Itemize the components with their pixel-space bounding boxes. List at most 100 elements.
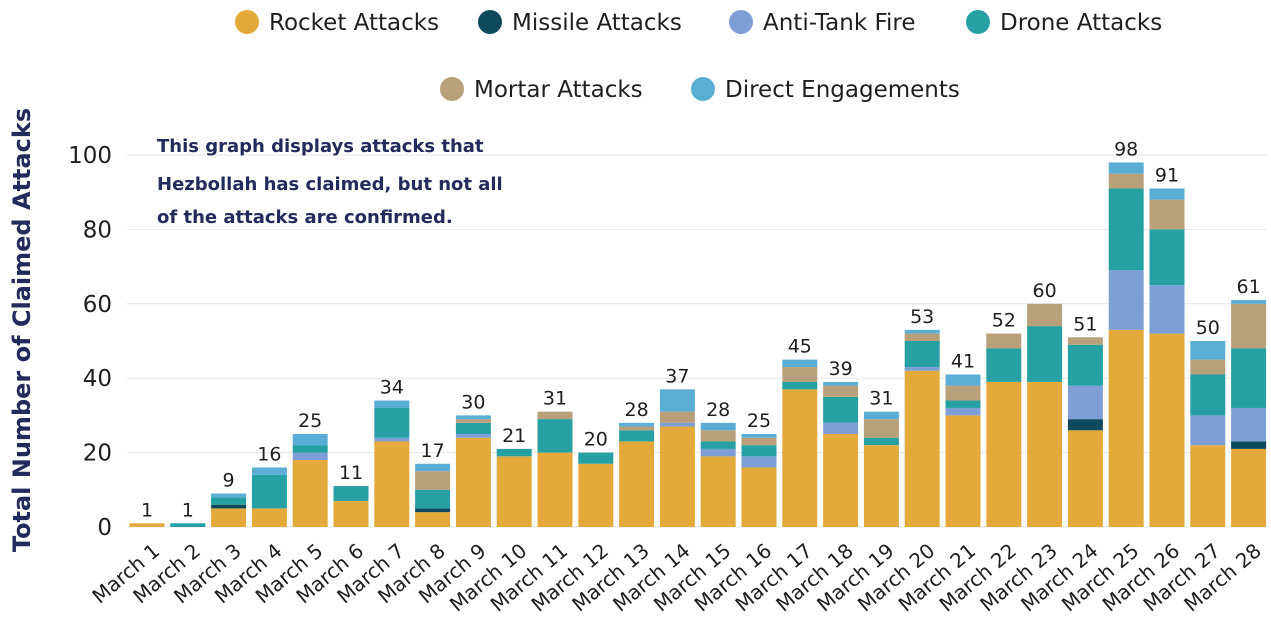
y-tick-label: 100 [68,143,112,169]
bar-segment-drone-attacks [170,523,205,527]
bar-segment-direct-engagements [211,494,246,498]
bar-segment-drone-attacks [374,408,409,438]
bar-segment-drone-attacks [334,486,369,501]
bar-segment-rocket-attacks [742,467,777,527]
legend-swatch [478,10,502,34]
legend-label: Direct Engagements [725,77,960,103]
total-label: 31 [543,388,567,410]
legend-label: Missile Attacks [512,10,682,36]
bar-segment-rocket-attacks [619,441,654,527]
bar-segment-rocket-attacks [1027,382,1062,527]
bar-segment-drone-attacks [578,453,613,464]
bar-segment-rocket-attacks [252,508,287,527]
bar-segment-anti-tank-fire [905,367,940,371]
total-label: 9 [223,470,235,492]
bar-segment-anti-tank-fire [1068,386,1103,419]
chart-note: This graph displays attacks that Hezboll… [157,136,503,228]
total-label: 1 [182,499,194,521]
bar-segment-anti-tank-fire [660,423,695,427]
y-tick-label: 0 [97,515,112,541]
bar-segment-drone-attacks [701,441,736,448]
total-label: 16 [257,443,281,465]
bar-segment-mortar-attacks [660,412,695,423]
bar-segment-direct-engagements [905,330,940,334]
bar-segment-rocket-attacks [1231,449,1266,527]
bar-segment-direct-engagements [1150,188,1185,199]
total-label: 53 [910,306,934,328]
total-label: 25 [298,410,322,432]
legend-item-drone-attacks: Drone Attacks [966,10,1162,36]
bar-segment-rocket-attacks [1068,430,1103,527]
legend-item-rocket-attacks: Rocket Attacks [235,10,439,36]
legend-item-mortar-attacks: Mortar Attacks [440,77,643,103]
legend-label: Mortar Attacks [474,77,643,103]
total-label: 28 [625,399,649,421]
bar-segment-missile-attacks [211,505,246,509]
bar-segment-drone-attacks [415,490,450,509]
bar-segment-missile-attacks [1231,441,1266,448]
bar-segment-anti-tank-fire [1150,285,1185,333]
bar-segment-drone-attacks [456,423,491,434]
bar-segment-mortar-attacks [782,367,817,382]
total-label: 60 [1033,280,1057,302]
bar-segment-rocket-attacks [660,427,695,527]
legend-swatch [235,10,259,34]
bar-segment-drone-attacks [293,445,328,452]
bar-segment-drone-attacks [1027,326,1062,382]
total-label: 28 [706,399,730,421]
legend-label: Anti-Tank Fire [763,10,916,36]
bar-segment-anti-tank-fire [293,453,328,460]
bar-segment-anti-tank-fire [1109,270,1144,330]
bar-segment-rocket-attacks [293,460,328,527]
bar-segment-anti-tank-fire [823,423,858,434]
bar-segment-rocket-attacks [782,389,817,527]
bar-segment-mortar-attacks [1231,304,1266,349]
legend-swatch [966,10,990,34]
bar-segment-drone-attacks [1231,348,1266,408]
bar-segment-direct-engagements [1231,300,1266,304]
bar-segment-mortar-attacks [1027,304,1062,326]
y-tick-label: 80 [83,217,112,243]
bar-segment-drone-attacks [1109,188,1144,270]
bar-segment-rocket-attacks [538,453,573,527]
bar-segment-missile-attacks [415,508,450,512]
bar-segment-rocket-attacks [578,464,613,527]
total-label: 39 [829,358,853,380]
bar-segment-rocket-attacks [456,438,491,527]
bar-segment-direct-engagements [374,401,409,408]
total-label: 50 [1196,317,1220,339]
bar-segment-mortar-attacks [742,438,777,445]
bar-segment-direct-engagements [619,423,654,427]
bar-segment-mortar-attacks [905,334,940,341]
bar-segment-rocket-attacks [701,456,736,527]
y-tick-label: 60 [83,292,112,318]
total-label: 37 [665,365,689,387]
bar-segment-drone-attacks [252,475,287,508]
bar-segment-drone-attacks [905,341,940,367]
total-label: 1 [141,499,153,521]
chart-note-line-3: of the attacks are confirmed. [157,207,453,228]
bar-segment-anti-tank-fire [374,438,409,442]
bar-segment-drone-attacks [1068,345,1103,386]
bar-segment-direct-engagements [701,423,736,430]
bar-segment-anti-tank-fire [1190,415,1225,445]
bar-segment-direct-engagements [415,464,450,471]
bar-segment-mortar-attacks [415,471,450,490]
legend-swatch [729,10,753,34]
bar-segment-drone-attacks [946,401,981,408]
bar-segment-drone-attacks [823,397,858,423]
bar-segment-drone-attacks [1190,374,1225,415]
total-label: 11 [339,462,363,484]
total-label: 41 [951,350,975,372]
bar-segment-drone-attacks [782,382,817,389]
bar-segment-direct-engagements [1109,162,1144,173]
chart-note-line-2: Hezbollah has claimed, but not all [157,174,503,195]
bar-segment-rocket-attacks [334,501,369,527]
total-label: 20 [584,429,608,451]
total-label: 52 [992,310,1016,332]
bar-segment-rocket-attacks [1109,330,1144,527]
bar-segment-drone-attacks [538,419,573,452]
total-label: 91 [1155,164,1179,186]
bar-segment-anti-tank-fire [742,456,777,467]
